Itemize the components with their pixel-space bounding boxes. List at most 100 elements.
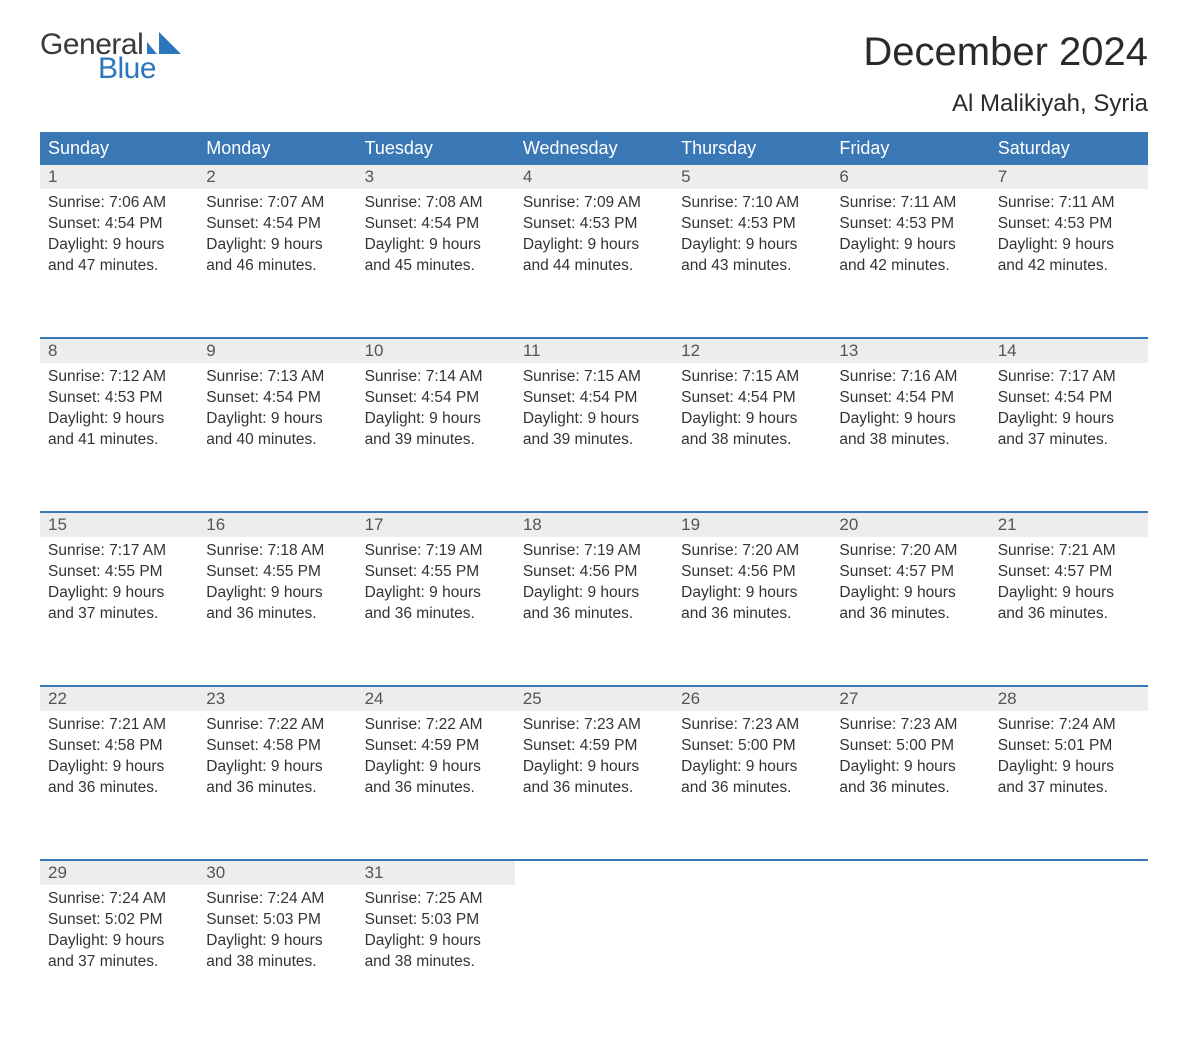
cell-info: Sunrise: 7:18 AMSunset: 4:55 PMDaylight:… bbox=[198, 537, 356, 633]
day-header-row: SundayMondayTuesdayWednesdayThursdayFrid… bbox=[40, 132, 1148, 165]
date-number: 17 bbox=[357, 513, 515, 537]
sunset-line: Sunset: 4:55 PM bbox=[365, 562, 507, 583]
date-number: 25 bbox=[515, 687, 673, 711]
sunset-line: Sunset: 4:58 PM bbox=[48, 736, 190, 757]
calendar-cell: Sunrise: 7:21 AMSunset: 4:58 PMDaylight:… bbox=[40, 711, 198, 841]
daylight-line: Daylight: 9 hours and 38 minutes. bbox=[206, 931, 348, 973]
date-strip: 15161718192021 bbox=[40, 513, 1148, 537]
daylight-line: Daylight: 9 hours and 36 minutes. bbox=[365, 757, 507, 799]
date-number: 5 bbox=[673, 165, 831, 189]
date-number: 18 bbox=[515, 513, 673, 537]
location-text: Al Malikiyah, Syria bbox=[40, 90, 1148, 118]
sunrise-line: Sunrise: 7:15 AM bbox=[681, 367, 823, 388]
date-number: 20 bbox=[831, 513, 989, 537]
calendar-cell: Sunrise: 7:08 AMSunset: 4:54 PMDaylight:… bbox=[357, 189, 515, 319]
sunset-line: Sunset: 5:00 PM bbox=[839, 736, 981, 757]
calendar: SundayMondayTuesdayWednesdayThursdayFrid… bbox=[40, 132, 1148, 1015]
sunrise-line: Sunrise: 7:24 AM bbox=[206, 889, 348, 910]
daylight-line: Daylight: 9 hours and 37 minutes. bbox=[998, 757, 1140, 799]
daylight-line: Daylight: 9 hours and 41 minutes. bbox=[48, 409, 190, 451]
calendar-cell: Sunrise: 7:24 AMSunset: 5:02 PMDaylight:… bbox=[40, 885, 198, 1015]
sunrise-line: Sunrise: 7:21 AM bbox=[998, 541, 1140, 562]
calendar-cell bbox=[515, 885, 673, 1015]
daylight-line: Daylight: 9 hours and 36 minutes. bbox=[365, 583, 507, 625]
sunrise-line: Sunrise: 7:21 AM bbox=[48, 715, 190, 736]
sunset-line: Sunset: 5:03 PM bbox=[365, 910, 507, 931]
sunrise-line: Sunrise: 7:09 AM bbox=[523, 193, 665, 214]
calendar-cell: Sunrise: 7:18 AMSunset: 4:55 PMDaylight:… bbox=[198, 537, 356, 667]
date-number: 23 bbox=[198, 687, 356, 711]
daylight-line: Daylight: 9 hours and 43 minutes. bbox=[681, 235, 823, 277]
daylight-line: Daylight: 9 hours and 36 minutes. bbox=[839, 757, 981, 799]
sunrise-line: Sunrise: 7:08 AM bbox=[365, 193, 507, 214]
sunset-line: Sunset: 4:54 PM bbox=[365, 214, 507, 235]
sunset-line: Sunset: 4:54 PM bbox=[523, 388, 665, 409]
cell-info: Sunrise: 7:24 AMSunset: 5:02 PMDaylight:… bbox=[40, 885, 198, 981]
daylight-line: Daylight: 9 hours and 36 minutes. bbox=[839, 583, 981, 625]
page-title: December 2024 bbox=[863, 30, 1148, 75]
calendar-cell bbox=[990, 885, 1148, 1015]
cell-info: Sunrise: 7:17 AMSunset: 4:55 PMDaylight:… bbox=[40, 537, 198, 633]
sunset-line: Sunset: 4:54 PM bbox=[365, 388, 507, 409]
week-body: Sunrise: 7:06 AM Sunset: 4:54 PM Daylight:… bbox=[40, 189, 1148, 319]
sunrise-line: Sunrise: 7:11 AM bbox=[998, 193, 1140, 214]
sunrise-line: Sunrise: 7:20 AM bbox=[681, 541, 823, 562]
daylight-line: Daylight: 9 hours and 37 minutes. bbox=[48, 583, 190, 625]
cell-info: Sunrise: 7:15 AMSunset: 4:54 PMDaylight:… bbox=[515, 363, 673, 459]
sunset-line: Sunset: 4:53 PM bbox=[998, 214, 1140, 235]
sunrise-line: Sunrise: 7:17 AM bbox=[998, 367, 1140, 388]
calendar-cell: Sunrise: 7:23 AMSunset: 5:00 PMDaylight:… bbox=[673, 711, 831, 841]
daylight-line: Daylight: 9 hours and 36 minutes. bbox=[48, 757, 190, 799]
sunrise-line: Sunrise: 7:25 AM bbox=[365, 889, 507, 910]
date-number: 10 bbox=[357, 339, 515, 363]
daylight-line: Daylight: 9 hours and 37 minutes. bbox=[998, 409, 1140, 451]
date-number: 12 bbox=[673, 339, 831, 363]
date-number bbox=[515, 861, 673, 885]
date-number: 8 bbox=[40, 339, 198, 363]
daylight-line: Daylight: 9 hours and 39 minutes. bbox=[523, 409, 665, 451]
cell-info: Sunrise: 7:23 AMSunset: 5:00 PMDaylight:… bbox=[673, 711, 831, 807]
cell-info: Sunrise: 7:19 AMSunset: 4:55 PMDaylight:… bbox=[357, 537, 515, 633]
sunrise-line: Sunrise: 7:16 AM bbox=[839, 367, 981, 388]
calendar-cell: Sunrise: 7:19 AMSunset: 4:55 PMDaylight:… bbox=[357, 537, 515, 667]
cell-info: Sunrise: 7:23 AMSunset: 5:00 PMDaylight:… bbox=[831, 711, 989, 807]
cell-info: Sunrise: 7:21 AMSunset: 4:58 PMDaylight:… bbox=[40, 711, 198, 807]
date-number: 22 bbox=[40, 687, 198, 711]
calendar-cell: Sunrise: 7:22 AMSunset: 4:59 PMDaylight:… bbox=[357, 711, 515, 841]
sunrise-line: Sunrise: 7:18 AM bbox=[206, 541, 348, 562]
cell-info: Sunrise: 7:17 AMSunset: 4:54 PMDaylight:… bbox=[990, 363, 1148, 459]
calendar-cell: Sunrise: 7:15 AMSunset: 4:54 PMDaylight:… bbox=[515, 363, 673, 493]
sunrise-line: Sunrise: 7:13 AM bbox=[206, 367, 348, 388]
date-number: 31 bbox=[357, 861, 515, 885]
date-number: 2 bbox=[198, 165, 356, 189]
header: General Blue December 2024 bbox=[40, 30, 1148, 84]
date-number: 4 bbox=[515, 165, 673, 189]
sunset-line: Sunset: 4:57 PM bbox=[998, 562, 1140, 583]
sunset-line: Sunset: 4:53 PM bbox=[681, 214, 823, 235]
daylight-line: Daylight: 9 hours and 36 minutes. bbox=[523, 583, 665, 625]
daylight-line: Daylight: 9 hours and 38 minutes. bbox=[365, 931, 507, 973]
sunset-line: Sunset: 4:55 PM bbox=[48, 562, 190, 583]
calendar-cell: Sunrise: 7:23 AMSunset: 4:59 PMDaylight:… bbox=[515, 711, 673, 841]
week-body: Sunrise: 7:12 AMSunset: 4:53 PMDaylight:… bbox=[40, 363, 1148, 493]
day-header: Sunday bbox=[40, 132, 198, 165]
daylight-line: Daylight: 9 hours and 42 minutes. bbox=[839, 235, 981, 277]
week-row: 15161718192021Sunrise: 7:17 AMSunset: 4:… bbox=[40, 511, 1148, 667]
day-header: Saturday bbox=[990, 132, 1148, 165]
cell-info: Sunrise: 7:22 AMSunset: 4:59 PMDaylight:… bbox=[357, 711, 515, 807]
daylight-line: Daylight: 9 hours and 46 minutes. bbox=[206, 235, 348, 277]
cell-info: Sunrise: 7:11 AMSunset: 4:53 PMDaylight:… bbox=[831, 189, 989, 285]
sunrise-line: Sunrise: 7:23 AM bbox=[839, 715, 981, 736]
date-number: 9 bbox=[198, 339, 356, 363]
daylight-line: Daylight: 9 hours and 36 minutes. bbox=[681, 757, 823, 799]
date-number bbox=[673, 861, 831, 885]
cell-info: Sunrise: 7:11 AMSunset: 4:53 PMDaylight:… bbox=[990, 189, 1148, 285]
date-number: 3 bbox=[357, 165, 515, 189]
calendar-cell: Sunrise: 7:25 AMSunset: 5:03 PMDaylight:… bbox=[357, 885, 515, 1015]
week-body: Sunrise: 7:21 AMSunset: 4:58 PMDaylight:… bbox=[40, 711, 1148, 841]
date-number: 30 bbox=[198, 861, 356, 885]
date-number: 26 bbox=[673, 687, 831, 711]
date-number: 6 bbox=[831, 165, 989, 189]
sunrise-line: Sunrise: 7:23 AM bbox=[681, 715, 823, 736]
sunrise-line: Sunrise: 7:06 AM bbox=[48, 193, 190, 214]
